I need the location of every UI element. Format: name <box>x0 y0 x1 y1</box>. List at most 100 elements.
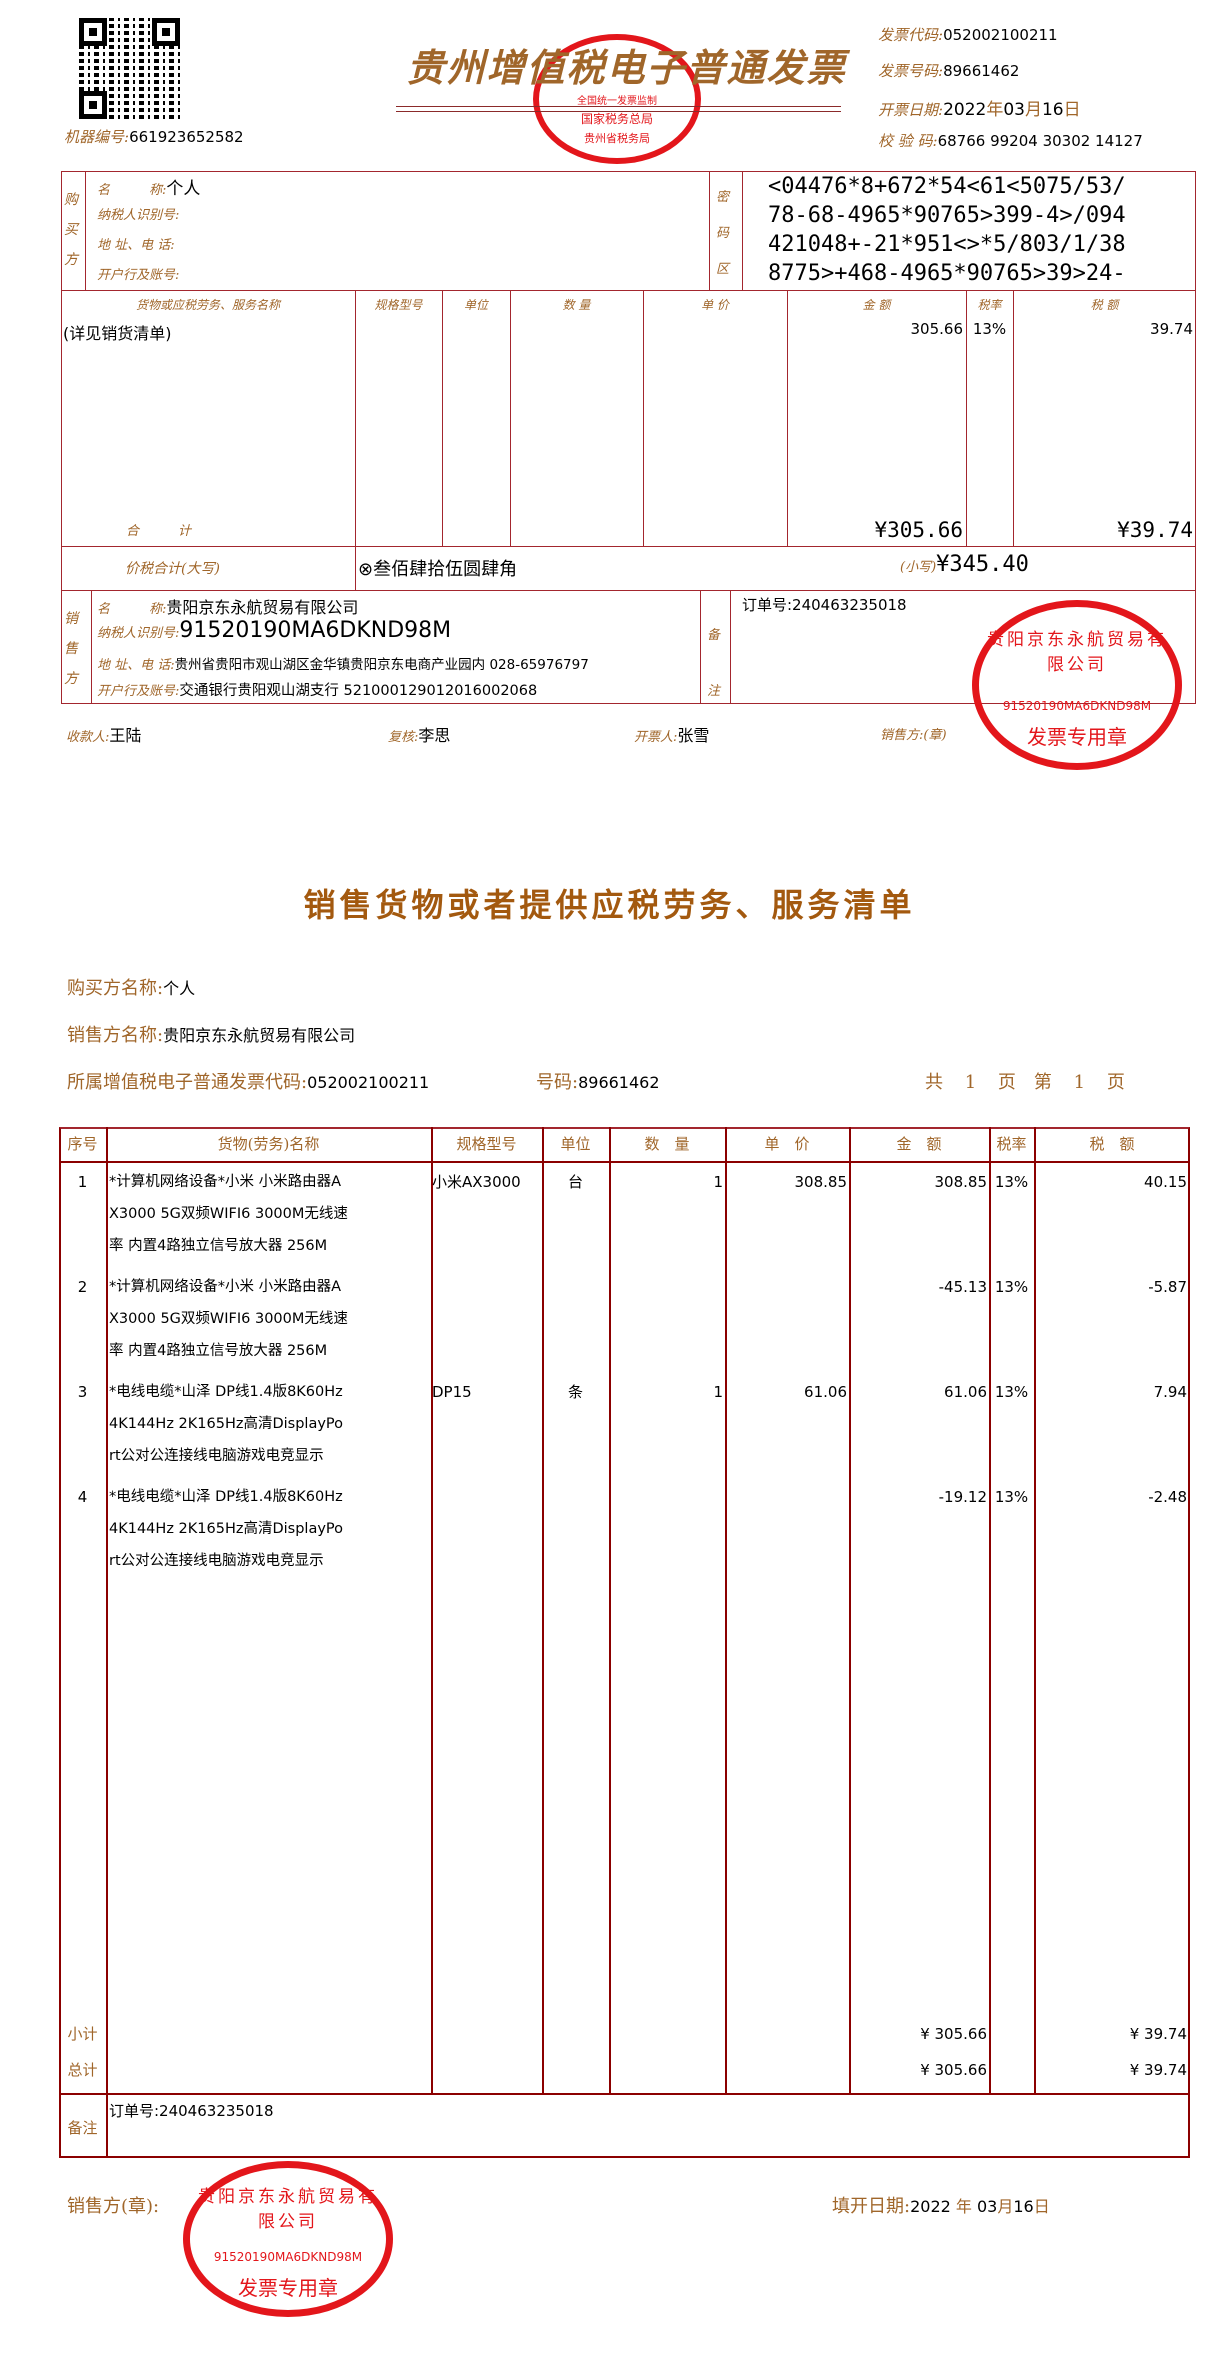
header-tax: 税 额 <box>1089 1135 1135 1153</box>
divider <box>849 1127 851 2093</box>
drawer: 开票人:张雪 <box>634 722 709 746</box>
divider <box>510 290 511 546</box>
list-remark-label: 备注 <box>67 2119 98 2137</box>
cell-unit: 条 <box>567 1383 583 1401</box>
header-name: 货物(劳务)名称 <box>217 1135 320 1153</box>
total-tax: ¥ 39.74 <box>1129 2061 1187 2079</box>
divider <box>91 590 92 704</box>
list-seller-label: 销售方名称: <box>67 1025 164 1046</box>
divider <box>61 590 1196 591</box>
header-price: 单 价 <box>764 1135 810 1153</box>
grand-small-value: ¥345.40 <box>936 552 1029 577</box>
date-year: 2022 <box>943 100 987 120</box>
list-number-value: 89661462 <box>578 1073 660 1092</box>
divider <box>1013 290 1014 546</box>
divider <box>989 1127 991 2093</box>
invoice-number-value: 89661462 <box>943 62 1020 80</box>
cipher-line: <04476*8+672*54<61<5075/53/ <box>768 174 1126 199</box>
header-unit: 单位 <box>463 298 488 312</box>
header-quantity: 数 量 <box>562 298 591 312</box>
cell-rate: 13% <box>994 1278 1029 1296</box>
seller-bank-value: 交通银行贵阳观山湖支行 521000129012016002068 <box>179 683 538 699</box>
list-remark-value: 订单号:240463235018 <box>109 2102 274 2120</box>
seller-side-label: 销售方 <box>64 611 78 687</box>
grand-small-label: (小写) <box>900 560 937 575</box>
day-char: 日 <box>1033 2197 1050 2216</box>
header-amount: 金 额 <box>896 1135 942 1153</box>
total-amount: ¥ 305.66 <box>920 2061 987 2079</box>
list-seller-value: 贵阳京东永航贸易有限公司 <box>163 1026 356 1045</box>
cell-amount: 308.85 <box>934 1173 988 1191</box>
cell-name-line: 率 内置4路独立信号放大器 256M <box>109 1238 328 1254</box>
list-title: 销售货物或者提供应税劳务、服务清单 <box>303 886 916 924</box>
buyer-name-label: 名 称: <box>97 183 167 198</box>
total-tax: ¥39.74 <box>1117 518 1193 542</box>
seller-seal-label: 销售方:(章) <box>880 728 947 743</box>
list-seller-seal-label: 销售方(章): <box>67 2196 160 2217</box>
cell-tax: -5.87 <box>1148 1278 1187 1296</box>
cell-name-line: X3000 5G双频WIFI6 3000M无线速 <box>109 1311 348 1327</box>
header-spec: 规格型号 <box>374 298 423 312</box>
cell-name-line: 4K144Hz 2K165Hz高清DisplayPo <box>109 1416 344 1432</box>
seal-company: 贵阳京东永航贸易有限公司 <box>198 2187 378 2232</box>
cell-name-line: 4K144Hz 2K165Hz高清DisplayPo <box>109 1521 344 1537</box>
page-char: 页 <box>997 1072 1016 1093</box>
goods-tax: 39.74 <box>1150 320 1193 338</box>
fill-date-year: 2022 <box>910 2197 951 2216</box>
page-indicator: 共 1 页 第 1 页 <box>925 1068 1125 1094</box>
buyer-name-value: 个人 <box>166 179 201 199</box>
seller-tax-id: 纳税人识别号:91520190MA6DKND98M <box>97 618 451 643</box>
year-char: 年 <box>955 2197 972 2216</box>
cell-name-line: *计算机网络设备*小米 小米路由器A <box>109 1174 342 1190</box>
divider <box>787 290 788 546</box>
buyer-address-label: 地 址、电 话: <box>97 238 175 253</box>
list-invoice-number: 号码:89661462 <box>536 1068 660 1094</box>
seller-address: 地 址、电 话:贵州省贵阳市观山湖区金华镇贵阳京东电商产业园内 028-6597… <box>97 653 589 673</box>
year-char: 年 <box>986 100 1004 120</box>
goods-name: (详见销货清单) <box>63 324 172 343</box>
invoice-date-label: 开票日期: <box>878 101 944 119</box>
list-seller: 销售方名称:贵阳京东永航贸易有限公司 <box>67 1021 355 1047</box>
machine-number: 机器编号:661923652582 <box>64 126 244 147</box>
reviewer-value: 李思 <box>418 726 451 745</box>
seller-bank: 开户行及账号:交通银行贵阳观山湖支行 521000129012016002068 <box>97 679 537 700</box>
cipher-area-label: 密码区 <box>716 190 730 277</box>
cell-name-line: *电线电缆*山泽 DP线1.4版8K60Hz <box>109 1384 343 1400</box>
qr-code <box>79 18 180 119</box>
invoice-code-value: 052002100211 <box>943 26 1058 44</box>
page-current-label: 第 <box>1033 1072 1052 1093</box>
list-buyer-value: 个人 <box>163 979 196 998</box>
payee-label: 收款人: <box>66 730 110 745</box>
cell-price: 308.85 <box>794 1173 848 1191</box>
list-table <box>59 1127 1190 2158</box>
header-goods-name: 货物或应税劳务、服务名称 <box>135 298 280 312</box>
cell-rate: 13% <box>994 1173 1029 1191</box>
month-char: 月 <box>1024 100 1042 120</box>
reviewer-label: 复核: <box>388 730 419 745</box>
cipher-line: 8775>+468-4965*90765>39>24- <box>768 261 1126 286</box>
cell-qty: 1 <box>713 1173 723 1191</box>
subtotal-amount: ¥ 305.66 <box>920 2025 987 2043</box>
date-day: 16 <box>1041 100 1064 120</box>
tax-bureau-stamp: 全国统一发票监制 国家税务总局 贵州省税务局 <box>533 34 701 164</box>
grand-total-words-value: 叁佰肆拾伍圆肆角 <box>373 559 518 580</box>
machine-number-label: 机器编号: <box>64 128 130 146</box>
month-char: 月 <box>997 2197 1014 2216</box>
check-code-value: 68766 99204 30302 14127 <box>937 132 1143 150</box>
header-seq: 序号 <box>67 1135 98 1153</box>
header-tax: 税 额 <box>1090 298 1119 312</box>
seal-company: 贵阳京东永航贸易有限公司 <box>987 630 1167 675</box>
cell-name-line: rt公对公连接线电脑游戏电竞显示 <box>109 1448 324 1464</box>
buyer-bank-label: 开户行及账号: <box>97 268 180 283</box>
list-buyer-label: 购买方名称: <box>67 978 164 999</box>
divider <box>355 290 356 590</box>
invoice-table <box>61 171 1196 704</box>
fill-date-label: 填开日期: <box>832 2196 911 2217</box>
header-unit-price: 单 价 <box>701 298 729 312</box>
stamp-top-text: 全国统一发票监制 <box>577 96 657 107</box>
check-code: 校 验 码:68766 99204 30302 14127 <box>878 130 1143 151</box>
payee: 收款人:王陆 <box>66 722 141 746</box>
seller-name-label: 名 称: <box>97 602 167 617</box>
list-code-value: 052002100211 <box>307 1073 430 1092</box>
seal-text: 发票专用章 <box>1027 725 1127 749</box>
